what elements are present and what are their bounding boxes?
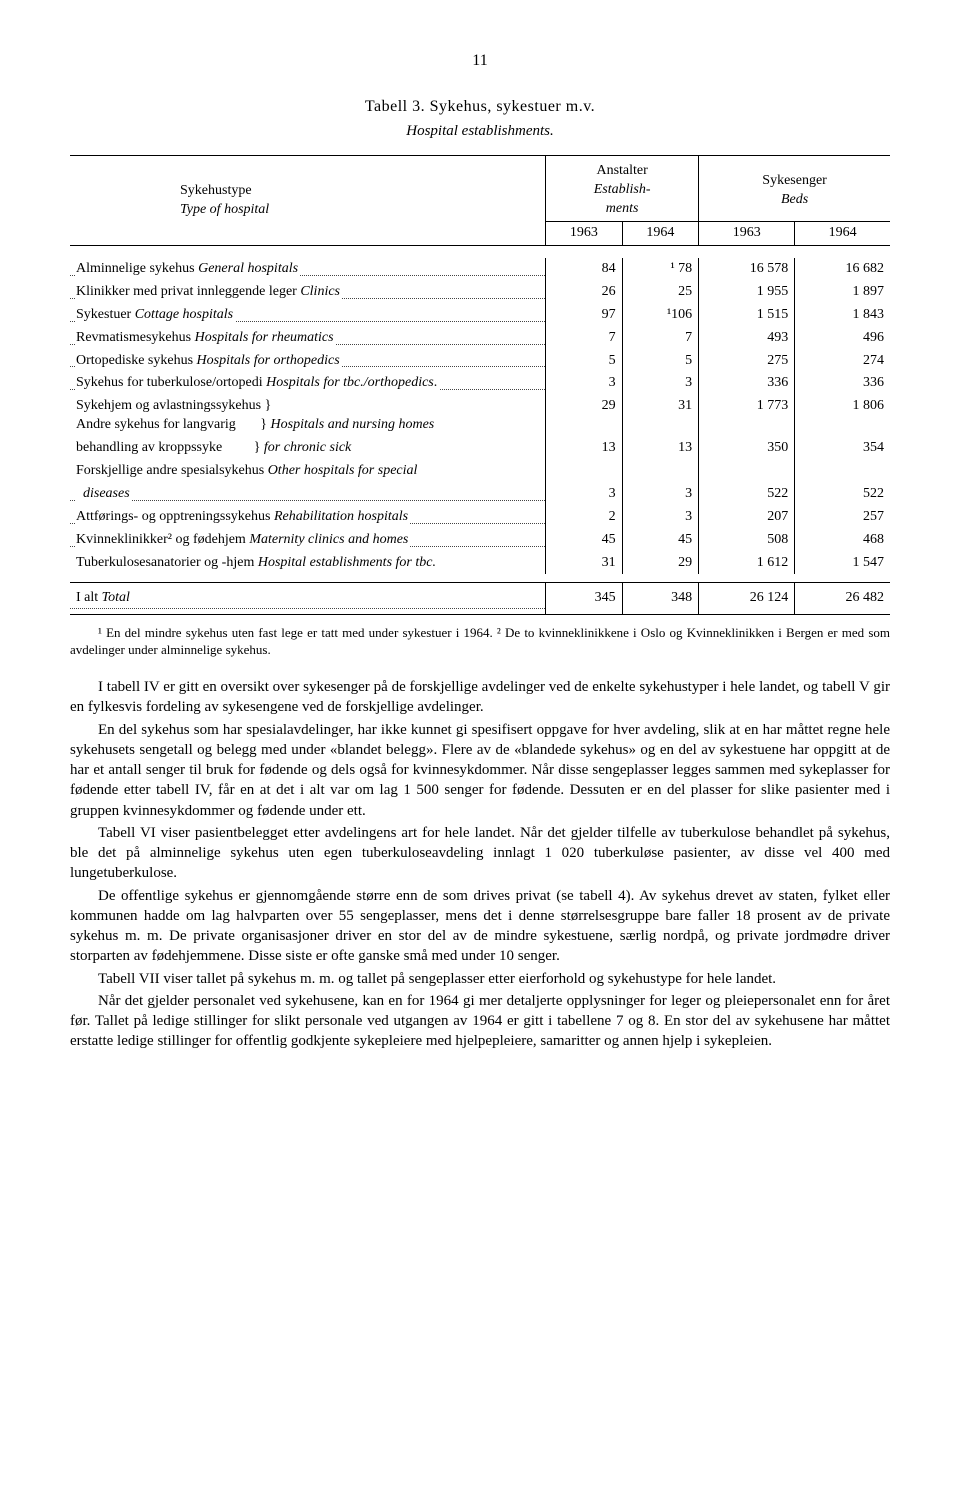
table-cell: 1 843 (795, 304, 890, 327)
total-c: 26 124 (699, 583, 795, 615)
paragraph: I tabell IV er gitt en oversikt over syk… (70, 677, 890, 718)
table-cell: 350 (699, 437, 795, 460)
hdr-1963a: 1963 (546, 222, 623, 246)
table-cell: 26 (546, 281, 623, 304)
total-label: I alt Total (76, 590, 132, 605)
table-cell: 3 (622, 506, 699, 529)
table-cell: 97 (546, 304, 623, 327)
table-row-label: Tuberkulosesanatorier og -hjem Hospital … (70, 552, 546, 575)
table-row-label: Ortopediske sykehus Hospitals for orthop… (70, 350, 546, 373)
table-cell (622, 460, 699, 483)
table-cell: 7 (546, 327, 623, 350)
table-cell: 3 (546, 483, 623, 506)
table-row-label: Attførings- og opptreningssykehus Rehabi… (70, 506, 546, 529)
table-cell: 336 (699, 372, 795, 395)
paragraph: Tabell VI viser pasientbelegget etter av… (70, 823, 890, 884)
table-row-label: Sykestuer Cottage hospitals (70, 304, 546, 327)
paragraph: Når det gjelder personalet ved sykehusen… (70, 991, 890, 1052)
table-cell: 45 (622, 529, 699, 552)
table-cell: 468 (795, 529, 890, 552)
table-cell: 31 (546, 552, 623, 575)
table-cell: 3 (546, 372, 623, 395)
table-cell: 354 (795, 437, 890, 460)
table-cell: 29 (622, 552, 699, 575)
hdr-type: Sykehustype (180, 183, 252, 198)
paragraph: En del sykehus som har spesialavdelinger… (70, 720, 890, 821)
table-cell (699, 460, 795, 483)
table-cell: 3 (622, 372, 699, 395)
table-cell: 336 (795, 372, 890, 395)
table-cell: 1 547 (795, 552, 890, 575)
establishments-table: Sykehustype Type of hospital Anstalter E… (70, 155, 890, 615)
table-cell: 1 612 (699, 552, 795, 575)
table-cell: 274 (795, 350, 890, 373)
table-cell: 31 (622, 395, 699, 437)
table-title: Tabell 3. Sykehus, sykestuer m.v. (70, 96, 890, 118)
hdr-1964b: 1964 (795, 222, 890, 246)
table-cell: 1 773 (699, 395, 795, 437)
table-cell: 16 682 (795, 258, 890, 281)
table-cell: 13 (622, 437, 699, 460)
table-subtitle: Hospital establishments. (70, 121, 890, 141)
table-cell: 13 (546, 437, 623, 460)
table-row-label: behandling av kroppssyke } for chronic s… (70, 437, 546, 460)
hdr-ments: ments (606, 201, 639, 216)
table-cell: 522 (795, 483, 890, 506)
table-cell: 522 (699, 483, 795, 506)
hdr-type-it: Type of hospital (180, 202, 269, 217)
hdr-1964a: 1964 (622, 222, 699, 246)
table-cell: ¹ 78 (622, 258, 699, 281)
table-cell: 257 (795, 506, 890, 529)
page-number: 11 (70, 50, 890, 72)
hdr-establ: Establish- (594, 182, 651, 197)
body-text: I tabell IV er gitt en oversikt over syk… (70, 677, 890, 1052)
table-cell: 1 806 (795, 395, 890, 437)
table-cell (795, 460, 890, 483)
table-row-label: Klinikker med privat innleggende leger C… (70, 281, 546, 304)
table-row-label: Forskjellige andre spesialsykehus Other … (70, 460, 546, 483)
table-cell: 1 955 (699, 281, 795, 304)
table-cell: 5 (622, 350, 699, 373)
total-a: 345 (546, 583, 623, 615)
table-cell: 45 (546, 529, 623, 552)
table-row-label: diseases (70, 483, 546, 506)
table-row-label: Kvinneklinikker² og fødehjem Maternity c… (70, 529, 546, 552)
hdr-beds: Beds (781, 192, 808, 207)
table-cell (546, 460, 623, 483)
table-cell: 5 (546, 350, 623, 373)
paragraph: De offentlige sykehus er gjennomgående s… (70, 886, 890, 967)
hdr-anstalter: Anstalter (596, 163, 647, 178)
table-cell: ¹106 (622, 304, 699, 327)
hdr-1963b: 1963 (699, 222, 795, 246)
paragraph: Tabell VII viser tallet på sykehus m. m.… (70, 969, 890, 989)
table-cell: 84 (546, 258, 623, 281)
footnote: ¹ En del mindre sykehus uten fast lege e… (70, 625, 890, 659)
hdr-sykesenger: Sykesenger (762, 173, 827, 188)
table-cell: 16 578 (699, 258, 795, 281)
table-cell: 1 515 (699, 304, 795, 327)
total-b: 348 (622, 583, 699, 615)
table-cell: 3 (622, 483, 699, 506)
table-cell: 493 (699, 327, 795, 350)
table-row-label: Sykehjem og avlastningssykehus }Andre sy… (70, 395, 546, 437)
table-cell: 7 (622, 327, 699, 350)
table-cell: 29 (546, 395, 623, 437)
table-cell: 207 (699, 506, 795, 529)
table-cell: 496 (795, 327, 890, 350)
table-row-label: Alminnelige sykehus General hospitals (70, 258, 546, 281)
table-cell: 275 (699, 350, 795, 373)
table-cell: 508 (699, 529, 795, 552)
table-row-label: Revmatismesykehus Hospitals for rheumati… (70, 327, 546, 350)
table-row-label: Sykehus for tuberkulose/ortopedi Hospita… (70, 372, 546, 395)
table-cell: 2 (546, 506, 623, 529)
table-cell: 1 897 (795, 281, 890, 304)
total-d: 26 482 (795, 583, 890, 615)
table-cell: 25 (622, 281, 699, 304)
